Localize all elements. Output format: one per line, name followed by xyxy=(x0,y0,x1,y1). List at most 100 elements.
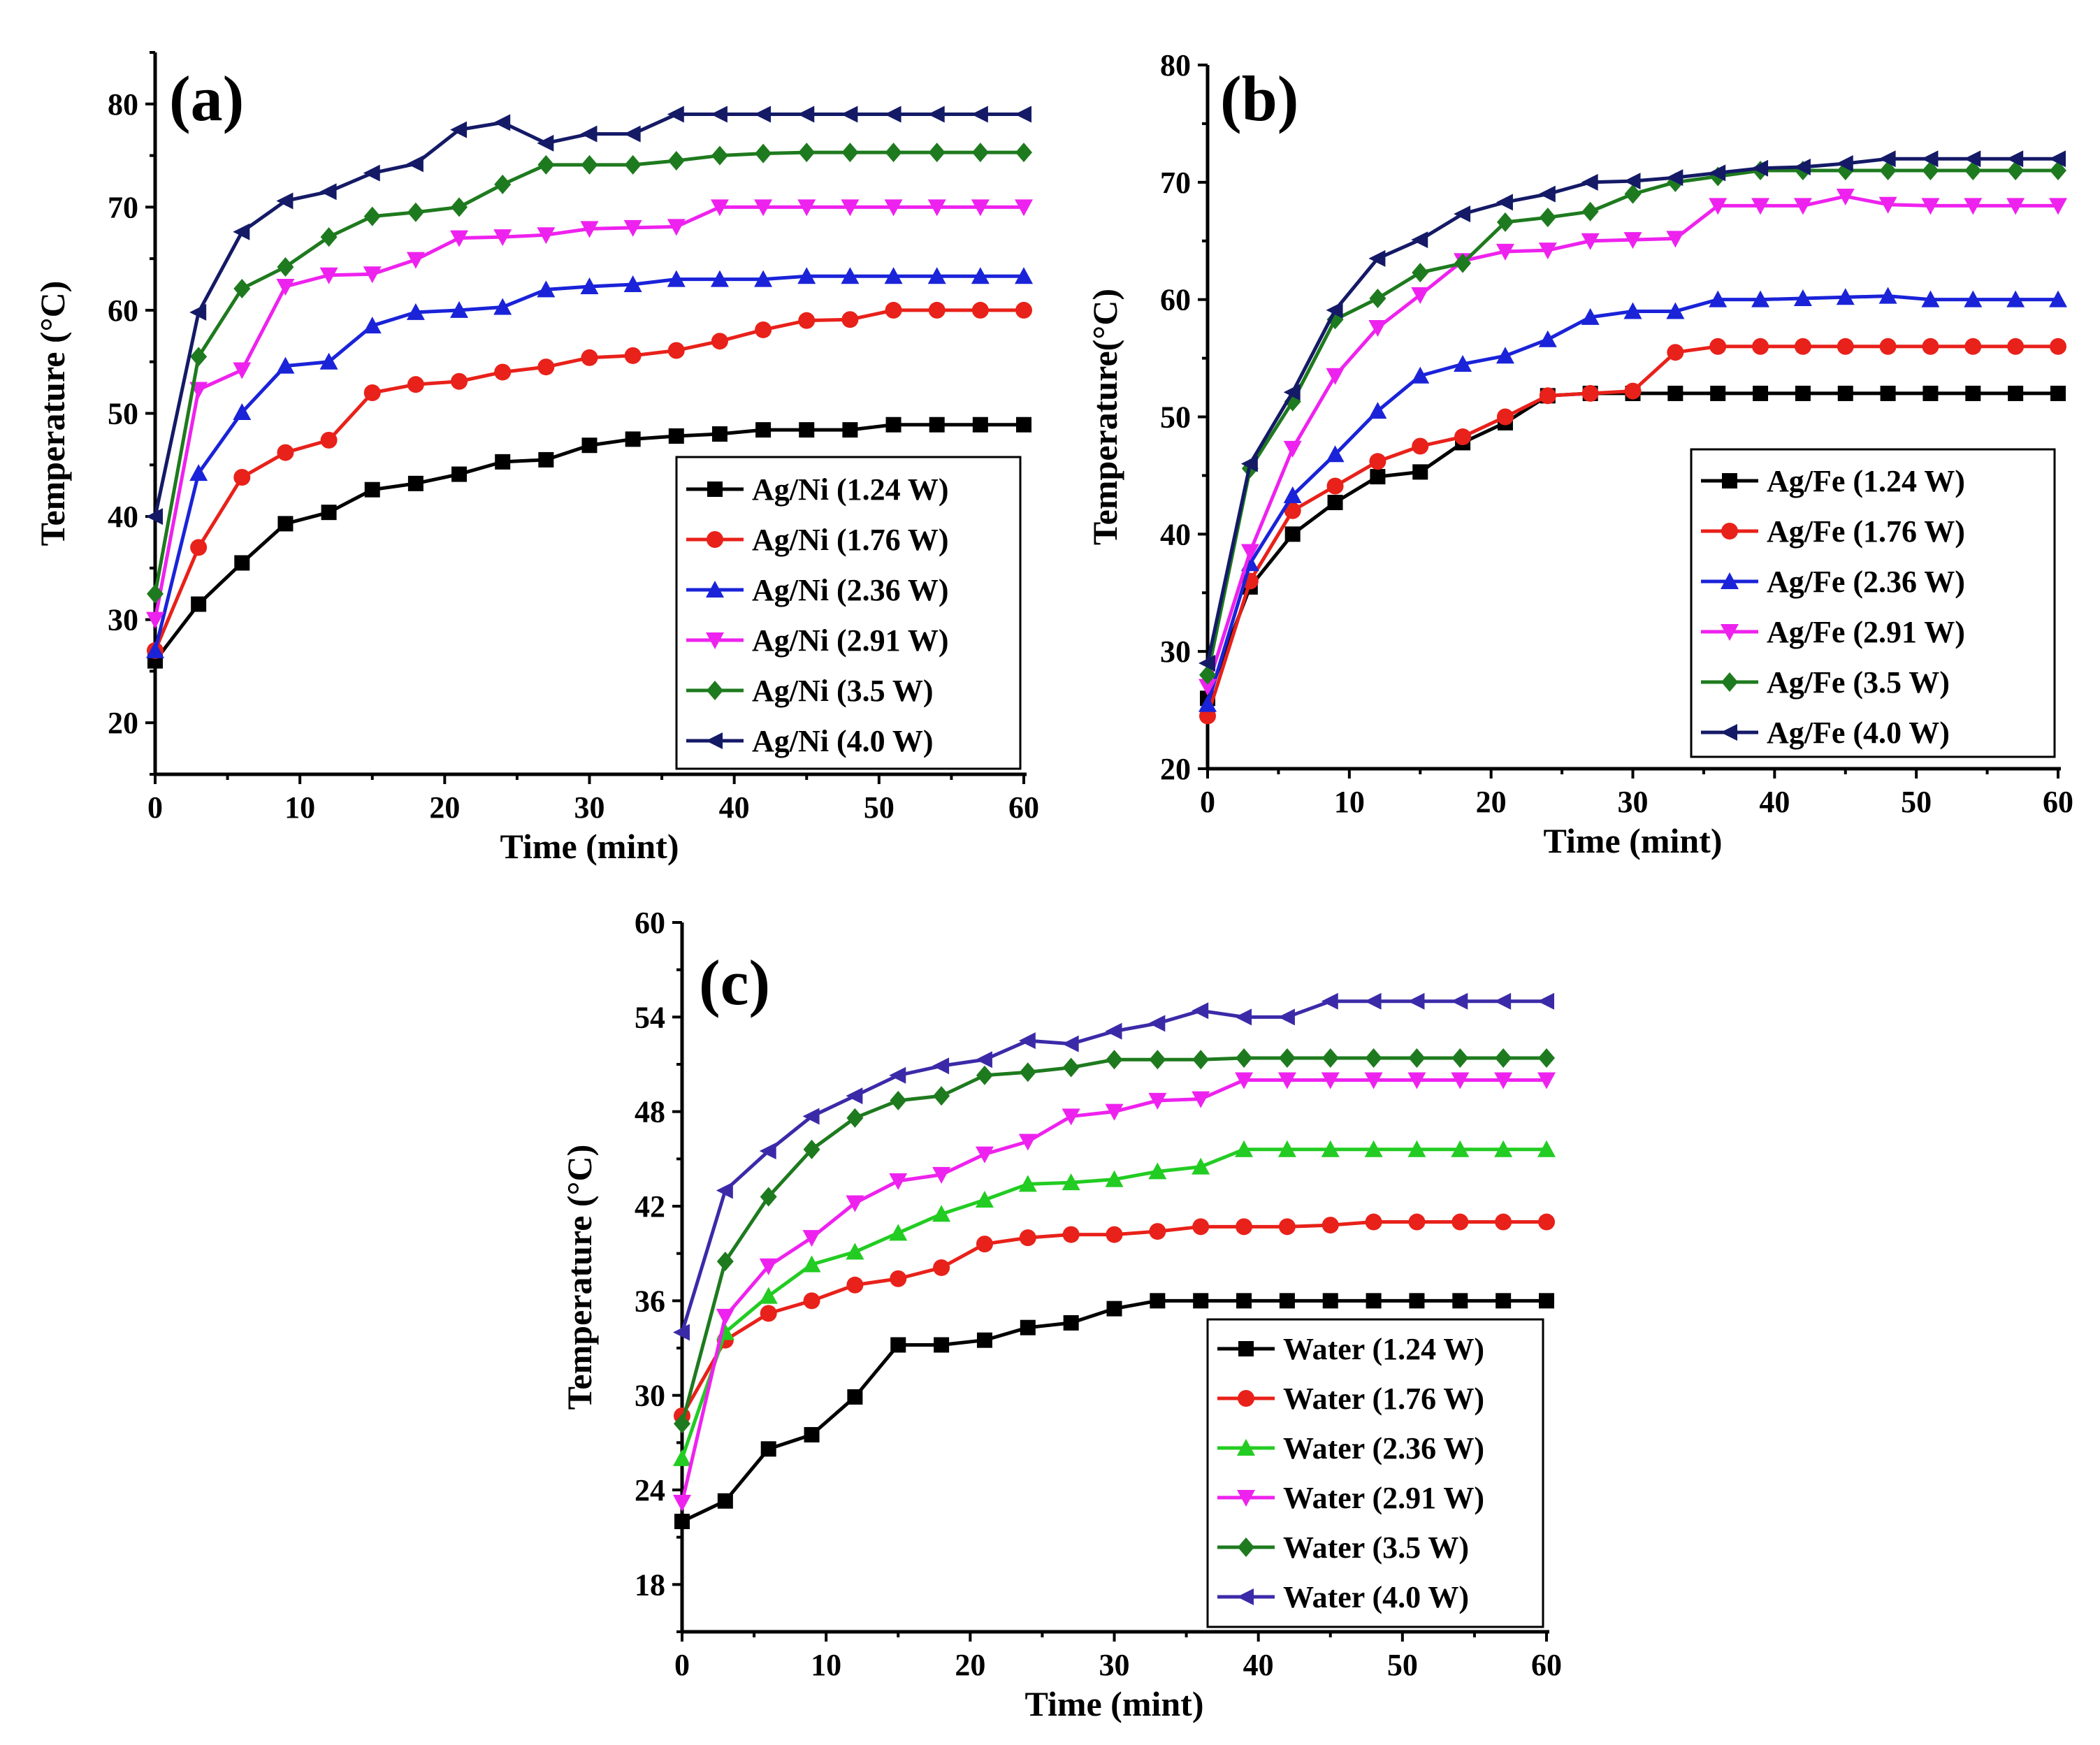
data-point xyxy=(1015,267,1033,284)
data-point xyxy=(1369,288,1386,308)
y-tick-label: 20 xyxy=(108,706,138,740)
legend-label: Ag/Ni (2.36 W) xyxy=(752,573,949,607)
data-point xyxy=(711,145,728,166)
legend-label: Water (1.24 W) xyxy=(1283,1332,1484,1366)
data-point xyxy=(1494,1140,1513,1157)
data-point xyxy=(406,155,423,173)
data-point xyxy=(1277,1072,1296,1089)
data-point xyxy=(1709,338,1727,355)
data-point xyxy=(802,1108,820,1125)
data-point xyxy=(1793,198,1812,215)
data-point xyxy=(1538,242,1557,260)
data-point xyxy=(1364,1072,1383,1089)
data-point xyxy=(277,516,294,532)
y-tick-label: 30 xyxy=(635,1379,665,1413)
data-point xyxy=(842,422,858,438)
data-point xyxy=(716,1308,734,1326)
data-point xyxy=(1370,469,1386,485)
data-point xyxy=(1921,290,1940,307)
data-point xyxy=(1240,544,1259,561)
data-point xyxy=(406,303,425,320)
legend-marker xyxy=(1721,572,1739,589)
x-tick-label: 50 xyxy=(1901,785,1932,819)
x-axis-title: Time (mint) xyxy=(1544,821,1723,860)
data-point xyxy=(407,376,424,393)
legend-label: Water (2.36 W) xyxy=(1283,1431,1484,1465)
data-point xyxy=(450,301,469,318)
data-point xyxy=(1451,992,1468,1010)
data-point xyxy=(1878,287,1897,304)
data-point xyxy=(234,555,250,571)
data-point xyxy=(716,1182,733,1199)
data-point xyxy=(581,437,598,454)
y-tick-label: 70 xyxy=(1160,166,1191,200)
data-point xyxy=(1709,198,1728,215)
y-tick-label: 60 xyxy=(108,294,138,328)
x-tick-label: 10 xyxy=(811,1648,841,1682)
legend-label: Ag/Fe (4.0 W) xyxy=(1767,716,1950,750)
data-point xyxy=(1581,384,1599,402)
data-point xyxy=(1793,159,1811,176)
data-point xyxy=(1283,384,1301,401)
x-tick-label: 30 xyxy=(574,790,605,825)
data-point xyxy=(1407,1140,1426,1157)
data-point xyxy=(841,199,860,217)
data-point xyxy=(971,267,990,284)
data-point xyxy=(146,508,163,526)
panel-a: 0 10 20 30 40 50 60 20 30 40 50 60 70 80 Time (mint) Te… xyxy=(33,51,1039,866)
legend-label: Ag/Fe (2.36 W) xyxy=(1767,565,1965,599)
legend-marker xyxy=(1238,1390,1254,1407)
data-point xyxy=(1327,495,1343,511)
data-point xyxy=(1624,382,1642,400)
data-point xyxy=(1409,1293,1425,1309)
data-point xyxy=(667,342,685,359)
x-tick-label: 10 xyxy=(284,790,315,825)
data-point xyxy=(363,317,382,334)
panel-c: 0 10 20 30 40 50 60 18 24 30 36 42 48 54 60 Time (mint)… xyxy=(560,906,1562,1723)
y-tick-label: 60 xyxy=(635,906,665,940)
data-point xyxy=(1412,263,1429,283)
data-point xyxy=(1106,1301,1122,1317)
legend-marker xyxy=(1238,1341,1254,1356)
data-point xyxy=(1964,161,1982,181)
legend-marker xyxy=(1722,473,1737,488)
data-point xyxy=(885,417,901,433)
data-point xyxy=(927,199,946,217)
data-point xyxy=(1496,243,1514,261)
data-point xyxy=(320,431,338,449)
data-point xyxy=(407,475,423,491)
data-point xyxy=(1321,1048,1339,1068)
data-point xyxy=(1062,1108,1080,1126)
data-point xyxy=(803,1292,820,1310)
data-point xyxy=(277,444,294,461)
data-point xyxy=(1922,338,1939,355)
panel-label: (b) xyxy=(1220,63,1298,134)
x-tick-label: 20 xyxy=(1476,785,1507,819)
data-point xyxy=(1365,1048,1382,1068)
data-point xyxy=(1581,233,1600,250)
data-point xyxy=(1538,1048,1555,1068)
data-point xyxy=(1105,1103,1124,1121)
data-point xyxy=(1278,1048,1296,1068)
x-tick-label: 30 xyxy=(1099,1648,1130,1682)
data-point xyxy=(667,106,684,123)
data-point xyxy=(1666,169,1683,187)
data-point xyxy=(1015,301,1032,319)
legend-label: Water (2.91 W) xyxy=(1283,1481,1484,1515)
y-tick-label: 40 xyxy=(1160,517,1191,551)
data-point xyxy=(451,372,468,390)
data-point xyxy=(1148,1015,1166,1032)
data-point xyxy=(537,154,555,175)
data-point xyxy=(710,199,729,217)
data-point xyxy=(1454,428,1472,446)
data-point xyxy=(233,403,252,421)
legend-label: Ag/Fe (1.76 W) xyxy=(1767,514,1965,549)
data-point xyxy=(1965,385,1981,401)
data-point xyxy=(841,143,859,163)
data-point xyxy=(2050,385,2066,401)
data-point xyxy=(1964,290,1983,307)
data-point xyxy=(1192,1091,1210,1108)
panel-b: 0 10 20 30 40 50 60 20 30 40 50 60 70 80 Time (mint) Te… xyxy=(1085,48,2073,860)
legend-marker xyxy=(1237,1490,1255,1507)
data-point xyxy=(1454,205,1471,223)
